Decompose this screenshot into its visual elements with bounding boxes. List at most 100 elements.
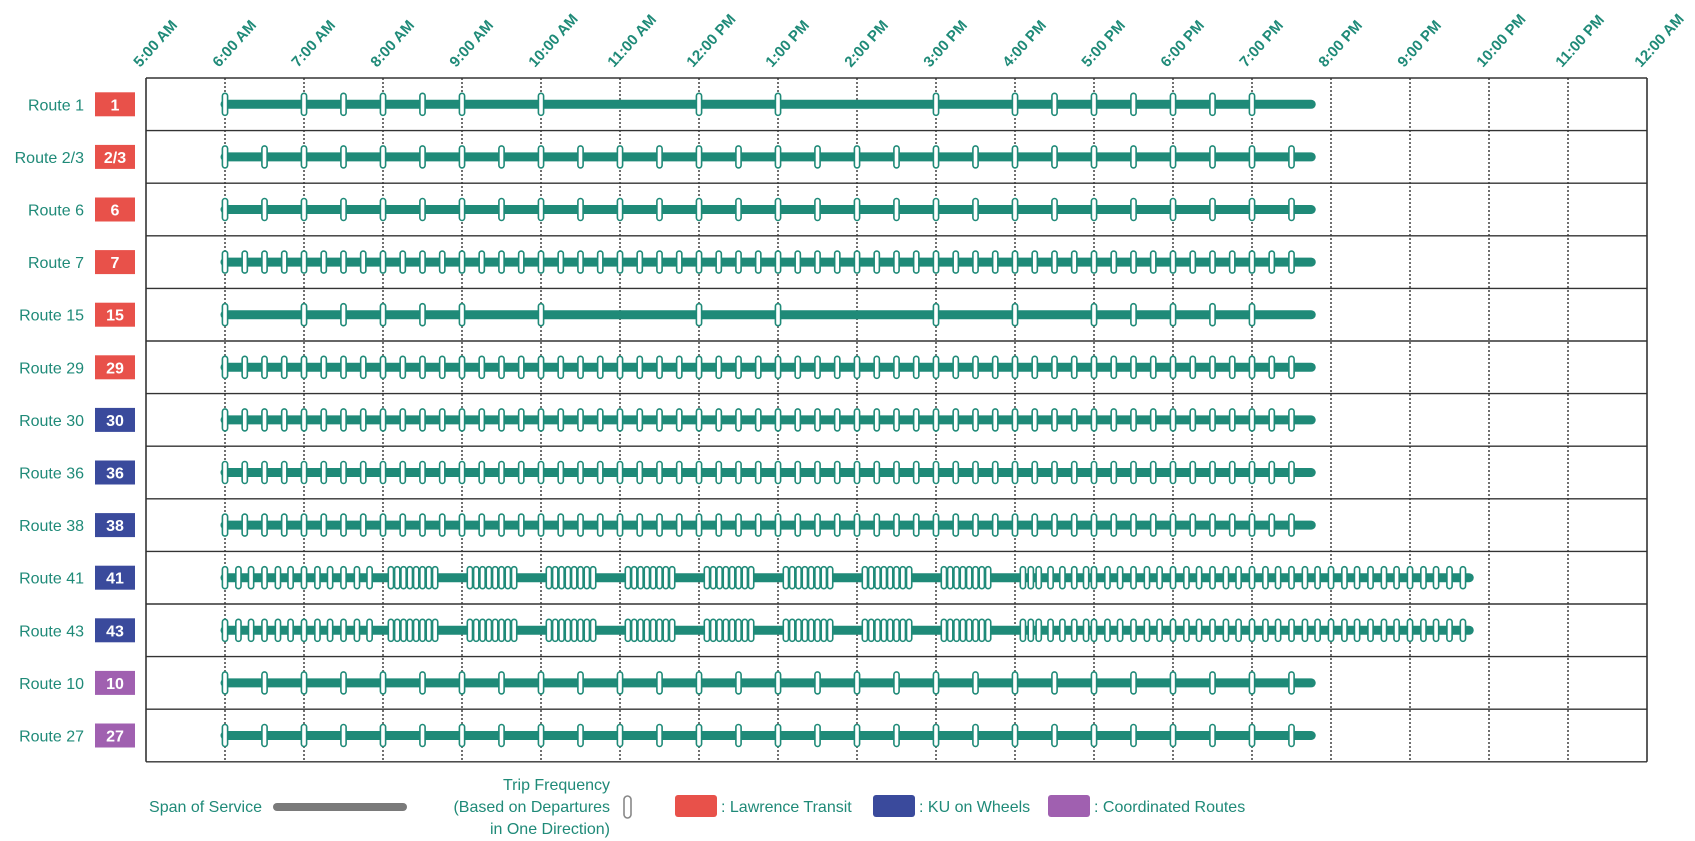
trip-tick — [387, 618, 395, 643]
trip-tick — [1090, 513, 1098, 537]
trip-tick — [314, 565, 321, 590]
trip-tick — [1341, 618, 1348, 643]
trip-tick — [478, 408, 486, 432]
route-badge-label: 30 — [106, 413, 124, 430]
trip-tick — [873, 513, 881, 537]
trip-tick — [577, 671, 584, 695]
trip-tick — [340, 302, 347, 327]
trip-tick — [1248, 302, 1256, 327]
trip-tick — [379, 145, 387, 169]
trip-tick — [1314, 565, 1321, 590]
trip-tick — [1070, 408, 1078, 432]
trip-tick — [1059, 565, 1066, 590]
trip-tick — [735, 408, 742, 432]
trip-tick — [1031, 250, 1039, 274]
trip-tick — [340, 671, 347, 695]
trip-tick — [326, 618, 334, 643]
trip-tick — [722, 618, 730, 643]
trip-tick — [643, 565, 651, 590]
trip-tick — [643, 618, 651, 643]
trip-tick — [656, 513, 663, 537]
trip-tick — [1248, 92, 1256, 117]
trip-tick — [589, 565, 597, 590]
trip-tick — [300, 618, 308, 643]
trip-tick — [905, 618, 913, 643]
trip-tick — [774, 197, 782, 222]
trip-tick — [596, 250, 604, 274]
trip-tick — [703, 565, 711, 590]
trip-tick — [912, 513, 920, 537]
trip-tick — [774, 513, 782, 537]
hour-tick-label: 6:00 PM — [1157, 17, 1208, 71]
trip-tick — [472, 565, 480, 590]
trip-tick — [715, 250, 723, 274]
trip-tick — [959, 565, 967, 590]
trip-tick — [814, 723, 821, 748]
hour-tick-label: 5:00 AM — [130, 17, 181, 71]
trip-tick — [235, 565, 242, 590]
hour-tick-label: 4:00 PM — [999, 17, 1050, 71]
trip-tick — [1268, 513, 1276, 537]
trip-tick — [695, 92, 703, 117]
trip-tick — [478, 513, 486, 537]
trip-tick — [557, 355, 565, 380]
trip-tick — [379, 723, 387, 748]
trip-tick — [695, 408, 703, 432]
trip-tick — [1432, 565, 1440, 590]
route-badge-label: 1 — [111, 97, 120, 114]
trip-tick — [1169, 250, 1177, 274]
trip-tick — [1011, 92, 1019, 117]
trip-tick — [1288, 197, 1295, 222]
trip-tick — [577, 408, 584, 432]
trip-tick — [905, 565, 913, 590]
trip-tick — [589, 618, 597, 643]
trip-tick — [735, 145, 742, 169]
trip-tick — [820, 565, 828, 590]
legend-agency-swatch — [675, 795, 717, 817]
trip-tick — [300, 92, 308, 117]
trip-tick — [583, 565, 591, 590]
trip-tick — [1268, 250, 1276, 274]
hour-tick-label: 8:00 PM — [1315, 17, 1366, 71]
trip-tick — [517, 513, 525, 537]
trip-tick — [1262, 565, 1269, 590]
trip-tick — [379, 92, 387, 117]
trip-tick — [1288, 250, 1295, 274]
trip-tick — [893, 197, 900, 222]
trip-tick — [340, 618, 347, 643]
trip-tick — [695, 460, 703, 485]
trip-tick — [1228, 513, 1236, 537]
trip-tick — [656, 565, 663, 590]
trip-tick — [893, 145, 900, 169]
trip-tick — [1341, 565, 1348, 590]
trip-tick — [1070, 355, 1078, 380]
trip-tick — [912, 355, 920, 380]
trip-tick — [637, 565, 644, 590]
trip-tick — [1051, 513, 1058, 537]
trip-tick — [932, 92, 940, 117]
hour-tick-label: 12:00 AM — [1631, 11, 1687, 71]
trip-tick — [431, 565, 439, 590]
trip-tick — [1248, 145, 1256, 169]
hour-tick-label: 11:00 PM — [1552, 12, 1608, 71]
trip-tick — [399, 355, 407, 380]
trip-tick — [1169, 92, 1177, 117]
trip-tick — [774, 92, 782, 117]
hour-tick-label: 7:00 AM — [288, 17, 339, 71]
trip-tick — [1228, 250, 1236, 274]
trip-tick — [379, 671, 387, 695]
hour-tick-label: 10:00 AM — [525, 11, 581, 71]
trip-tick — [1195, 618, 1203, 643]
trip-tick — [221, 250, 229, 274]
trip-tick — [1011, 145, 1019, 169]
trip-tick — [1406, 618, 1414, 643]
trip-tick — [932, 145, 940, 169]
trip-tick — [1130, 355, 1137, 380]
trip-tick — [419, 197, 426, 222]
trip-tick — [466, 565, 474, 590]
trip-tick — [1031, 355, 1039, 380]
trip-tick — [261, 250, 268, 274]
trip-tick — [833, 408, 841, 432]
trip-tick — [340, 250, 347, 274]
hour-tick-label: 8:00 AM — [367, 17, 418, 71]
